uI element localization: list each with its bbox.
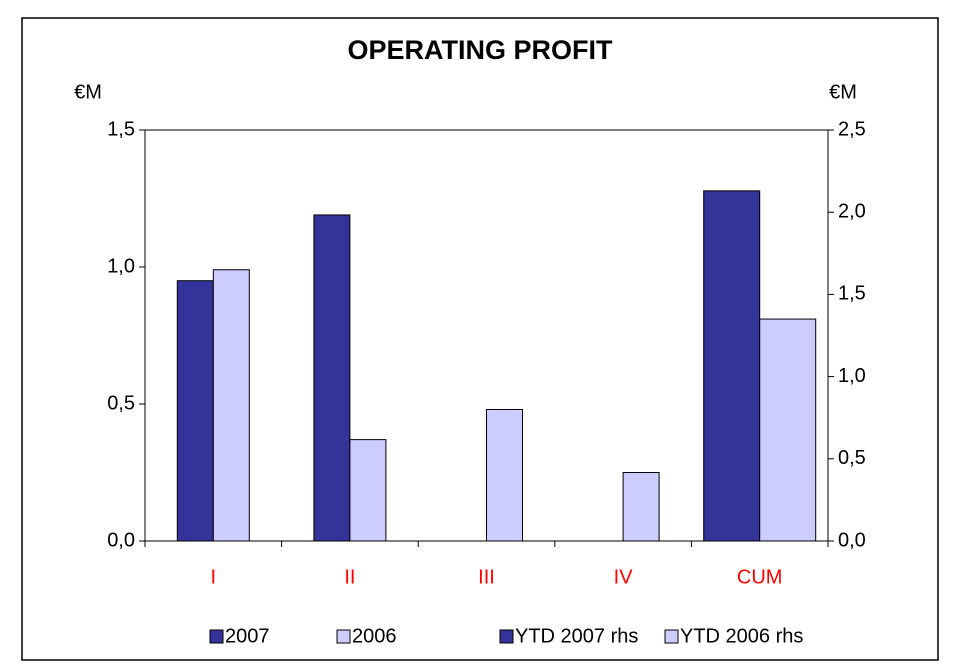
y-tick-label: 0,5 xyxy=(107,392,135,414)
bar xyxy=(313,214,351,542)
bar xyxy=(622,472,660,542)
y2-tick-label: 1,5 xyxy=(838,283,866,305)
x-tick-label: II xyxy=(344,566,355,588)
y-tick-label: 1,5 xyxy=(107,118,135,140)
legend-label: 2006 xyxy=(352,625,397,647)
legend-swatch xyxy=(336,629,351,644)
legend-label: 2007 xyxy=(225,625,270,647)
y-tick-label: 0,0 xyxy=(107,529,135,551)
bar xyxy=(176,280,214,542)
legend-swatch xyxy=(664,629,679,644)
bar xyxy=(349,439,387,542)
y2-tick-label: 0,5 xyxy=(838,447,866,469)
y2-tick-label: 2,5 xyxy=(838,118,866,140)
y2-tick-label: 1,0 xyxy=(838,365,866,387)
legend-label: YTD 2007 rhs xyxy=(515,625,638,647)
y2-tick-label: 0,0 xyxy=(838,529,866,551)
y2-unit: €M xyxy=(829,81,857,103)
y2-tick-label: 2,0 xyxy=(838,200,866,222)
legend-swatch xyxy=(499,629,514,644)
legend-label: YTD 2006 rhs xyxy=(680,625,803,647)
legend-swatch xyxy=(209,629,224,644)
bar xyxy=(486,408,523,542)
bar xyxy=(703,190,761,542)
y-unit: €M xyxy=(74,81,102,103)
x-tick-label: III xyxy=(478,566,495,588)
x-tick-label: I xyxy=(211,566,217,588)
bar xyxy=(212,269,250,542)
y-tick-label: 1,0 xyxy=(107,255,135,277)
x-tick-label: IV xyxy=(614,566,634,588)
chart-title: OPERATING PROFIT xyxy=(347,35,613,65)
bar xyxy=(759,318,817,542)
x-tick-label: CUM xyxy=(737,566,783,588)
